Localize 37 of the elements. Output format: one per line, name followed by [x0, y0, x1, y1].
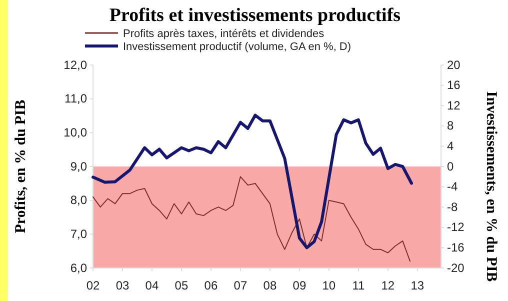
x-tick-label: 12	[381, 278, 395, 293]
y-tick-label: 9,0	[70, 159, 88, 174]
y2-tick-label: 12	[447, 98, 461, 112]
chart-title: Profits et investissements productifs	[109, 5, 401, 26]
y2-tick-label: 20	[447, 58, 461, 72]
y-tick-label: 12,0	[64, 58, 88, 72]
y2-tick-label: -12	[447, 220, 465, 234]
y2-tick-label: 8	[447, 118, 454, 133]
legend-label: Investissement productif (volume, GA en %, D)	[123, 41, 352, 53]
y2-tick-label: -16	[447, 240, 465, 255]
x-tick-label: 13	[410, 278, 424, 293]
y-tick-label: 7,0	[70, 227, 88, 242]
y-tick-label: 11,0	[64, 92, 88, 106]
y2-tick-label: -20	[447, 260, 465, 275]
x-tick-label: 06	[204, 278, 218, 293]
legend-label: Profits après taxes, intérêts et dividendes	[123, 28, 325, 40]
y-axis-title: Profits, en % du PIB	[13, 100, 29, 234]
x-tick-label: 10	[322, 278, 336, 293]
x-tick-label: 09	[292, 278, 306, 293]
y2-axis-title: Investissements, en % du PIB	[483, 91, 499, 282]
y2-tick-label: -4	[447, 180, 458, 194]
x-tick-label: 05	[174, 278, 188, 293]
x-tick-label: 11	[352, 278, 365, 293]
x-tick-label: 07	[234, 278, 248, 293]
y2-tick-label: 4	[447, 139, 454, 154]
y2-tick-label: 0	[447, 159, 454, 174]
y-tick-label: 6,0	[70, 260, 88, 275]
y-tick-label: 10,0	[64, 126, 88, 140]
y-tick-label: 8,0	[70, 193, 88, 208]
y2-tick-label: 16	[447, 78, 461, 92]
x-tick-label: 03	[116, 278, 130, 293]
line-series	[92, 176, 411, 262]
x-tick-label: 08	[263, 278, 277, 293]
line-series	[92, 114, 414, 250]
x-tick-label: 02	[86, 278, 100, 293]
x-tick-label: 04	[145, 278, 159, 293]
y2-tick-label: -8	[447, 200, 458, 214]
